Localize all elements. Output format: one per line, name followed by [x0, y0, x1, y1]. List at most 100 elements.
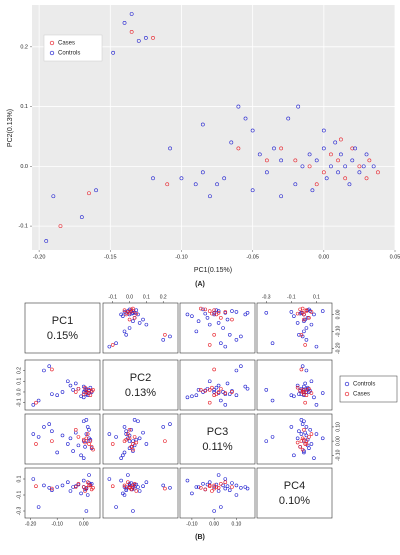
point: [216, 485, 221, 490]
point: [229, 140, 234, 145]
point: [289, 425, 294, 429]
panel: [24, 359, 101, 411]
tick-label: -0.1: [16, 490, 22, 499]
point: [214, 385, 219, 390]
point: [132, 486, 137, 491]
point: [245, 386, 250, 391]
point: [223, 391, 228, 395]
point: [303, 430, 307, 435]
caption: (B): [195, 534, 205, 541]
point: [136, 312, 140, 317]
point: [219, 386, 223, 391]
legend-label: Cases: [58, 41, 75, 47]
point: [107, 477, 112, 481]
point: [88, 439, 93, 443]
point: [68, 383, 73, 388]
point: [136, 485, 140, 489]
point: [223, 477, 228, 481]
point: [329, 164, 333, 169]
point: [343, 164, 348, 169]
point: [236, 146, 241, 151]
point: [212, 509, 216, 513]
point: [196, 485, 201, 489]
tick-label: 0.1: [313, 294, 320, 300]
point: [199, 485, 203, 490]
point: [302, 427, 306, 432]
point: [94, 188, 98, 193]
point: [234, 393, 239, 397]
point: [364, 176, 369, 181]
point: [34, 442, 38, 446]
point: [132, 316, 137, 320]
point: [76, 435, 81, 439]
point: [304, 338, 309, 342]
point: [295, 436, 300, 441]
point: [303, 442, 307, 446]
point: [264, 158, 269, 163]
point: [66, 379, 70, 384]
point: [307, 316, 311, 320]
point: [314, 182, 319, 187]
point: [85, 432, 90, 436]
point: [199, 388, 203, 392]
point: [81, 485, 86, 489]
point: [185, 478, 190, 483]
point: [357, 164, 362, 169]
point: [207, 480, 212, 485]
legend-label: Cases: [353, 392, 370, 398]
point: [234, 338, 239, 342]
point: [297, 429, 301, 433]
point: [66, 442, 70, 446]
point: [122, 21, 127, 25]
point: [68, 436, 73, 441]
point: [250, 188, 255, 193]
point: [168, 334, 172, 339]
point: [88, 393, 93, 397]
point: [161, 483, 166, 488]
point: [193, 182, 198, 187]
point: [320, 391, 325, 395]
point: [264, 310, 269, 315]
point: [214, 308, 219, 313]
variable-label: 0.11%: [202, 441, 233, 453]
point: [216, 321, 221, 325]
tick-label: 0.00: [209, 521, 219, 527]
point: [205, 316, 210, 320]
tick-label: -0.20: [25, 521, 37, 527]
point: [293, 158, 298, 163]
point: [227, 488, 232, 493]
x-tick-label: 0.05: [390, 254, 400, 260]
point: [298, 445, 302, 449]
point: [42, 425, 46, 429]
point: [270, 398, 275, 403]
point: [295, 385, 300, 390]
y-tick-label: -0.1: [19, 224, 28, 230]
point: [79, 215, 84, 220]
point: [230, 485, 234, 489]
point: [307, 386, 311, 391]
point: [151, 35, 155, 40]
point: [144, 480, 149, 485]
point: [161, 425, 166, 429]
point: [207, 400, 212, 405]
panel: [179, 413, 256, 465]
point: [299, 367, 304, 372]
legend-marker: [344, 381, 350, 387]
point: [126, 310, 130, 314]
panel: [256, 467, 333, 519]
point: [303, 343, 307, 347]
point: [308, 427, 312, 432]
point: [329, 152, 333, 157]
point: [292, 314, 296, 318]
point: [87, 191, 91, 196]
point: [245, 486, 250, 491]
point: [50, 486, 54, 491]
point: [239, 364, 243, 369]
point: [114, 435, 118, 439]
x-tick-label: 0.00: [318, 254, 329, 260]
point: [350, 158, 355, 163]
legend-label: Controls: [353, 382, 375, 388]
tick-label: -0.3: [262, 294, 271, 300]
y-tick-label: 0.1: [20, 104, 28, 110]
